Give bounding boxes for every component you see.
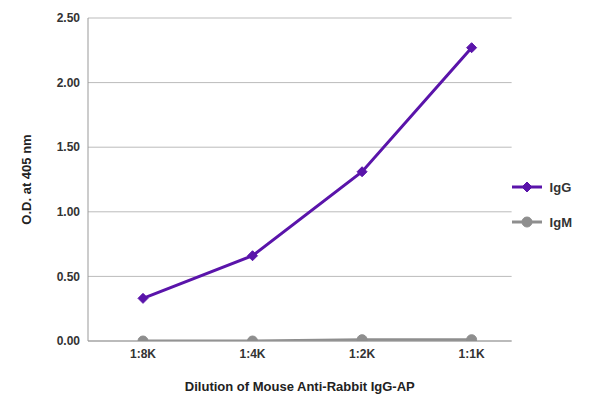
svg-text:0.50: 0.50 — [57, 270, 81, 284]
svg-text:1.00: 1.00 — [57, 205, 81, 219]
svg-text:1:1K: 1:1K — [459, 347, 485, 361]
svg-text:1:4K: 1:4K — [240, 347, 266, 361]
svg-text:O.D. at 405 nm: O.D. at 405 nm — [19, 134, 34, 224]
svg-text:1:8K: 1:8K — [130, 347, 156, 361]
svg-text:2.50: 2.50 — [57, 11, 81, 25]
svg-text:1.50: 1.50 — [57, 140, 81, 154]
svg-text:0.00: 0.00 — [57, 334, 81, 348]
svg-text:1:2K: 1:2K — [349, 347, 375, 361]
html-text:IgG: IgG — [549, 179, 572, 195]
svg-text:2.00: 2.00 — [57, 76, 81, 90]
html-text:IgM: IgM — [549, 214, 572, 230]
svg-text:Dilution of Mouse Anti-Rabbit: Dilution of Mouse Anti-Rabbit IgG-AP — [185, 379, 415, 394]
